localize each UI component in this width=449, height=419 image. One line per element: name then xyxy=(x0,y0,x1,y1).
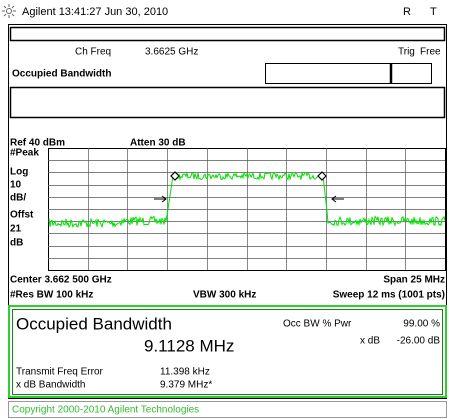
scale-label: 21 xyxy=(10,224,22,235)
arrows xyxy=(154,195,344,203)
scale-label: 10 xyxy=(10,180,22,191)
occ-label: Occ BW % Pwr xyxy=(283,319,352,330)
mode: Occupied Bandwidth xyxy=(12,69,111,80)
xdb-value: -26.00 dB xyxy=(397,336,441,347)
ch-freq-label: Ch Freq xyxy=(75,47,111,58)
scale-label: #Peak xyxy=(10,148,39,159)
arrow xyxy=(331,195,337,203)
row-label: x dB Bandwidth xyxy=(16,380,86,391)
status-text: Agilent 13:41:27 Jun 30, 2010 xyxy=(22,6,168,18)
res-bw: #Res BW 100 kHz xyxy=(10,290,93,301)
indicator: T xyxy=(430,6,437,18)
marker xyxy=(317,171,327,181)
ref-level: Ref 40 dBm xyxy=(10,138,65,149)
center-freq: Center 3.662 500 GHz xyxy=(10,275,112,286)
results-inner xyxy=(12,309,443,395)
attenuation: Atten 30 dB xyxy=(130,138,186,149)
indicator: R xyxy=(403,6,411,18)
ch-freq: 3.6625 GHz xyxy=(145,47,198,58)
arrow xyxy=(161,195,167,203)
row-value: 11.398 kHz xyxy=(160,367,210,378)
copyright: Copyright 2000-2010 Agilent Technologies xyxy=(12,405,199,416)
marker xyxy=(170,171,180,181)
xdb-label: x dB xyxy=(360,336,380,347)
row-label: Transmit Freq Error xyxy=(16,367,104,378)
scale-label: Log xyxy=(10,167,28,178)
trig: Free xyxy=(420,47,441,58)
message-box xyxy=(9,86,446,119)
scale-labels: #Peak Log 10 dB/Offst 21 dB xyxy=(10,148,39,249)
scale-label: dB xyxy=(10,238,23,249)
trig-label: Trig xyxy=(398,47,415,58)
row-value: 9.379 MHz* xyxy=(160,380,212,391)
result-title: Occupied Bandwidth xyxy=(16,314,172,333)
scale-label: Offst xyxy=(10,210,34,221)
entry-box xyxy=(9,26,446,42)
main-frame xyxy=(8,24,447,399)
scale-label: dB/ xyxy=(10,193,26,204)
footer-bar xyxy=(8,401,447,418)
markers xyxy=(170,171,327,181)
span: Span 25 MHz xyxy=(383,275,445,286)
result-value: 9.1128 MHz xyxy=(144,336,234,355)
occ-value: 99.00 % xyxy=(403,319,440,330)
vbw: VBW 300 kHz xyxy=(193,290,256,301)
sun-icon xyxy=(2,4,16,18)
results-box xyxy=(8,305,447,398)
trace xyxy=(48,171,446,229)
sweep: Sweep 12 ms (1001 pts) xyxy=(333,290,445,301)
